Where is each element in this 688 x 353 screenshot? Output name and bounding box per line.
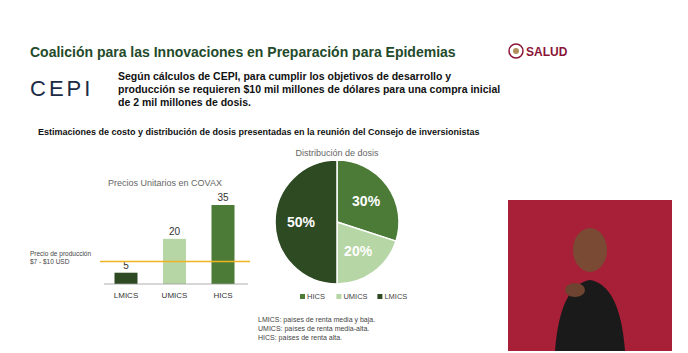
legend-entry: HICS bbox=[307, 292, 325, 301]
bar bbox=[115, 273, 138, 284]
interpreter-figure bbox=[555, 280, 625, 351]
reference-line bbox=[100, 261, 250, 263]
chart-title: Precios Unitarios en COVAX bbox=[108, 178, 222, 188]
pie-slice bbox=[337, 222, 396, 284]
data-label: 20% bbox=[344, 243, 373, 259]
logo-emblem bbox=[509, 44, 523, 58]
chart-title: Distribución de dosis bbox=[295, 148, 379, 158]
bars bbox=[115, 205, 235, 284]
annotation: Precio de producción bbox=[30, 250, 91, 258]
bar bbox=[212, 205, 235, 284]
slide-title: Coalición para las Innovaciones en Prepa… bbox=[30, 44, 456, 60]
tick-label: UMICS bbox=[162, 291, 188, 300]
legend-swatch bbox=[300, 294, 305, 299]
interpreter-figure bbox=[573, 228, 607, 272]
legend-entry: LMICS bbox=[384, 292, 407, 301]
legend-entry: UMICS bbox=[343, 292, 367, 301]
logo-emblem bbox=[513, 48, 519, 54]
annotation: $7 - $10 USD bbox=[30, 258, 70, 265]
interpreter-hands bbox=[565, 283, 585, 297]
intro-text: Según cálculos de CEPI, para cumplir los… bbox=[118, 70, 508, 109]
data-label: 20 bbox=[169, 226, 181, 237]
tick-label: HICS bbox=[213, 291, 232, 300]
pie-slice bbox=[275, 160, 337, 284]
legend-swatch bbox=[336, 294, 341, 299]
logo-text: SALUD bbox=[526, 45, 568, 59]
data-label: 30% bbox=[352, 193, 381, 209]
tick-label: LMICS bbox=[114, 291, 138, 300]
interpreter-video bbox=[508, 200, 672, 351]
footnote: LMICS: países de renta media y baja. bbox=[258, 316, 375, 324]
subtitle: Estimaciones de costo y distribución de … bbox=[38, 127, 480, 137]
footnote: HICS: países de renta alta. bbox=[258, 334, 342, 342]
data-label: 50% bbox=[287, 214, 316, 230]
org-logo: CEPI bbox=[30, 76, 93, 101]
data-label: 35 bbox=[217, 192, 229, 203]
legend-swatch bbox=[377, 294, 382, 299]
footnote: UMICS: países de renta media-alta. bbox=[258, 325, 369, 333]
slide: Coalición para las Innovaciones en Prepa… bbox=[0, 0, 688, 353]
axis-line bbox=[104, 284, 248, 285]
